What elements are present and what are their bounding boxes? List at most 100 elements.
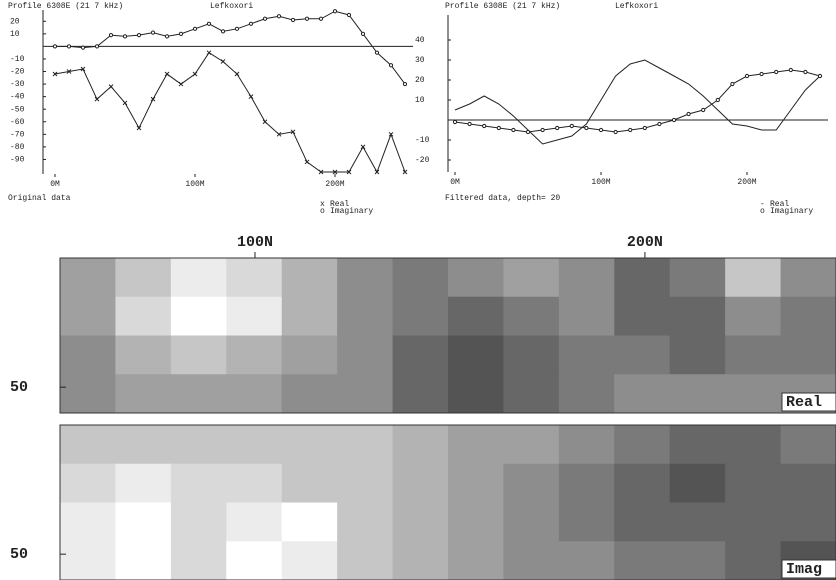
point [402,169,408,175]
cell [226,258,283,298]
series-line [454,69,821,133]
point [332,169,338,175]
point [262,16,268,21]
cell [780,463,836,503]
cell [669,374,726,414]
point [290,17,296,23]
series-line [54,51,406,174]
cell [725,258,782,298]
cell [725,296,782,336]
cell [503,296,560,336]
point [94,44,100,49]
series-line [55,10,406,85]
point [346,12,352,18]
point [304,159,310,165]
point [318,16,324,21]
point [555,125,560,131]
point [715,97,720,103]
point [248,21,254,26]
cell [725,502,782,542]
legend-label: Real [770,200,789,209]
y-tick-label: 40 [415,36,425,45]
section-label: Real [786,394,822,411]
label-box [781,559,836,579]
point [402,81,408,87]
cell [337,541,394,580]
point [52,44,58,49]
point [817,73,823,79]
cell [614,258,671,298]
point [206,50,212,56]
cell [115,335,172,375]
cell [226,502,283,542]
x-tick-label: 200M [325,180,344,189]
cell [337,335,394,375]
cell [725,335,782,375]
point [360,31,366,36]
cell [60,374,116,414]
cell [226,335,283,375]
point [759,71,764,77]
cell [725,541,782,580]
point [318,169,324,175]
point [122,34,128,39]
cell [614,463,671,503]
point [540,127,545,133]
point [206,21,212,26]
point [482,123,487,129]
point [360,144,366,150]
point [164,34,170,39]
point [374,50,380,55]
cell [281,296,338,336]
point [276,131,282,137]
cell [60,258,116,298]
x-tick-label: 100N [237,234,273,251]
caption: Filtered data, depth= 20 [445,194,560,203]
point [262,119,268,125]
cell [115,502,172,542]
point [220,59,226,64]
cell [448,541,504,580]
cell [448,296,504,336]
y-tick-label: 30 [415,56,425,65]
cell [281,335,338,375]
point [66,44,72,49]
point [598,127,604,133]
y-tick-label: -50 [10,105,25,114]
y-tick-label: -80 [10,143,25,152]
legend-marker: x [320,200,325,209]
cell [281,425,338,465]
x-tick-label: 200N [627,234,663,251]
cell [614,502,671,542]
cell [503,425,560,465]
cell [614,425,671,465]
point [686,111,691,117]
point [220,29,226,34]
cell [392,335,449,375]
cell [780,258,836,298]
cell [669,258,726,298]
caption: Original data [8,194,71,203]
cell [503,258,560,298]
point [52,71,58,77]
point [496,125,501,131]
cell [669,463,726,503]
point [108,84,114,89]
point [803,69,808,75]
cell [669,541,726,580]
cell [448,258,504,298]
cell [669,425,726,465]
label-box [781,392,836,412]
cell [115,258,172,298]
point [511,127,516,133]
cell [558,541,615,580]
point [290,129,296,135]
cell [337,502,394,542]
legend-marker: - [760,200,765,209]
cell [725,374,782,414]
cell [392,425,449,465]
x-tick-label: 200M [737,178,756,187]
legend-label: Imaginary [770,207,813,216]
cell [392,258,449,298]
